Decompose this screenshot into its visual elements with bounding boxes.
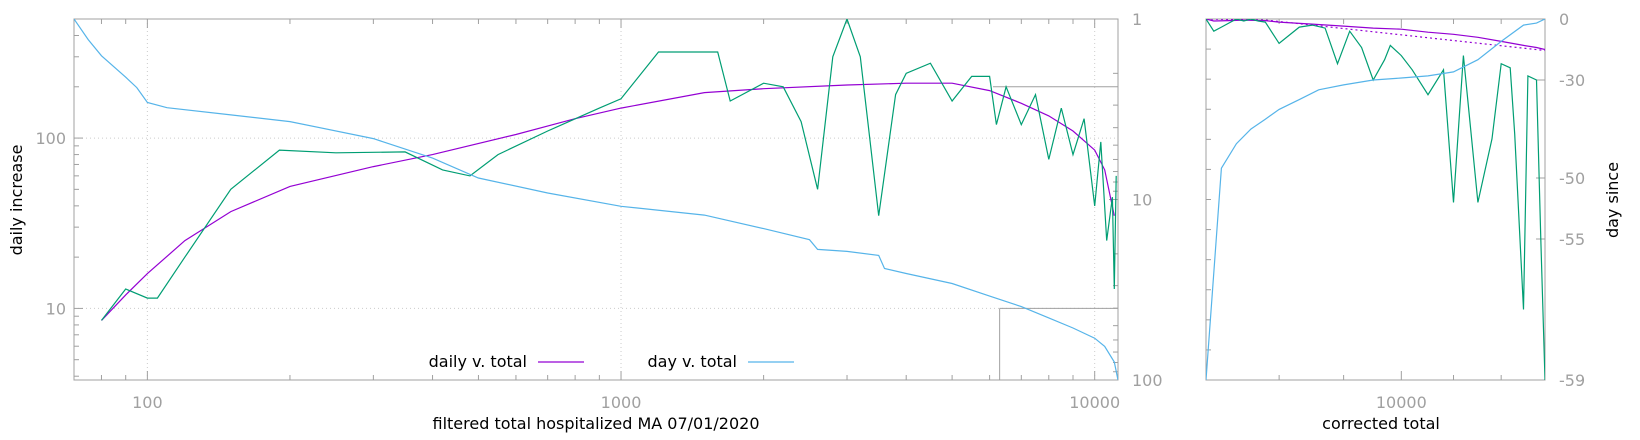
main-x-axis-title: filtered total hospitalized MA 07/01/202…	[433, 414, 760, 433]
inset-x-tick-label: 10000	[1376, 393, 1427, 412]
y-tick-label: 100	[35, 129, 66, 148]
main-plot-frame	[73, 18, 1119, 381]
inset-series-line-0	[1206, 19, 1545, 51]
x-tick-label: 10000	[1069, 393, 1120, 412]
inset-y-tick-label: -55	[1559, 230, 1585, 249]
main-chart: 100 1000 10000 10 100 1 10 100 daily v. total day…	[35, 10, 1162, 412]
inset-y-tick-label: -50	[1559, 169, 1585, 188]
y-tick-label: 10	[46, 299, 66, 318]
series-line-2	[74, 19, 1118, 380]
y2-tick-label: 100	[1132, 371, 1163, 390]
series-line-0	[101, 82, 1115, 321]
inset-y-tick-label: -59	[1559, 371, 1585, 390]
legend-label-day: day v. total	[648, 352, 738, 371]
main-y-axis-title: daily increase	[7, 145, 26, 256]
y2-tick-label: 1	[1132, 10, 1142, 29]
inset-y-tick-label: -30	[1559, 71, 1585, 90]
x-tick-label: 100	[132, 393, 163, 412]
inset-series-line-3	[1206, 19, 1545, 380]
series-line-1	[101, 19, 1117, 321]
y2-tick-label: 10	[1132, 191, 1152, 210]
inset-x-axis-title: corrected total	[1322, 414, 1440, 433]
inset-series-line-1	[1206, 19, 1545, 52]
inset-plot-frame	[1205, 18, 1546, 381]
inset-y-tick-label: 0	[1559, 10, 1569, 29]
inset-chart: 10000 0 -30 -50 -55 -59	[1205, 10, 1585, 412]
x-tick-label: 1000	[601, 393, 642, 412]
legend-label-daily: daily v. total	[429, 352, 527, 371]
inset-series-line-2	[1206, 19, 1545, 380]
inset-y-axis-title: day since	[1603, 162, 1622, 238]
